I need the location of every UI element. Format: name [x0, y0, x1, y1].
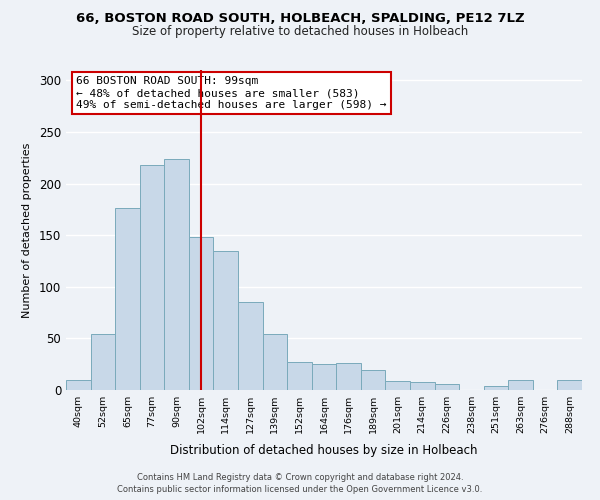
Text: 66, BOSTON ROAD SOUTH, HOLBEACH, SPALDING, PE12 7LZ: 66, BOSTON ROAD SOUTH, HOLBEACH, SPALDIN… — [76, 12, 524, 26]
Bar — [66, 380, 91, 390]
Bar — [508, 380, 533, 390]
Bar — [214, 250, 238, 390]
Bar — [336, 363, 361, 390]
Text: Size of property relative to detached houses in Holbeach: Size of property relative to detached ho… — [132, 25, 468, 38]
Bar — [557, 380, 582, 390]
Text: 66 BOSTON ROAD SOUTH: 99sqm
← 48% of detached houses are smaller (583)
49% of se: 66 BOSTON ROAD SOUTH: 99sqm ← 48% of det… — [76, 76, 387, 110]
Bar — [484, 386, 508, 390]
Text: Contains HM Land Registry data © Crown copyright and database right 2024.
Contai: Contains HM Land Registry data © Crown c… — [118, 472, 482, 494]
Bar — [385, 380, 410, 390]
Bar — [312, 364, 336, 390]
Bar — [238, 302, 263, 390]
Bar — [263, 334, 287, 390]
Bar — [91, 334, 115, 390]
Bar — [287, 362, 312, 390]
Bar — [140, 165, 164, 390]
Bar — [361, 370, 385, 390]
Bar — [410, 382, 434, 390]
Bar — [164, 159, 189, 390]
X-axis label: Distribution of detached houses by size in Holbeach: Distribution of detached houses by size … — [170, 444, 478, 458]
Bar — [189, 237, 214, 390]
Bar — [434, 384, 459, 390]
Y-axis label: Number of detached properties: Number of detached properties — [22, 142, 32, 318]
Bar — [115, 208, 140, 390]
